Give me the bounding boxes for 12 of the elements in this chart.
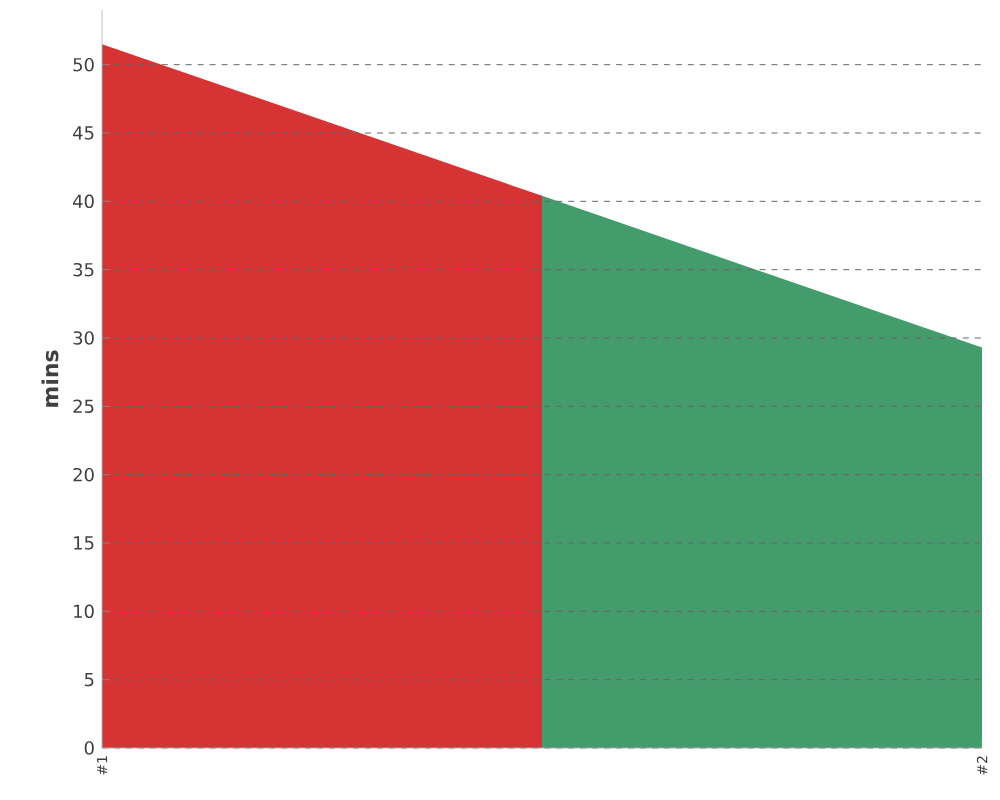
y-tick-label: 25 (73, 399, 94, 414)
y-tick-label: 30 (73, 331, 94, 345)
y-tick-label: 15 (74, 536, 94, 550)
y-tick-label: 20 (73, 467, 94, 482)
y-tick-label: 40 (73, 194, 94, 209)
y-axis-title: mins (41, 350, 59, 407)
y-tick-label: 5 (84, 673, 94, 687)
y-tick-label: 0 (84, 741, 94, 755)
y-tick-label: 45 (73, 126, 94, 140)
y-tick-label: 35 (73, 262, 94, 277)
y-tick-label: 50 (73, 57, 94, 72)
y-tick-label: 10 (74, 604, 94, 619)
